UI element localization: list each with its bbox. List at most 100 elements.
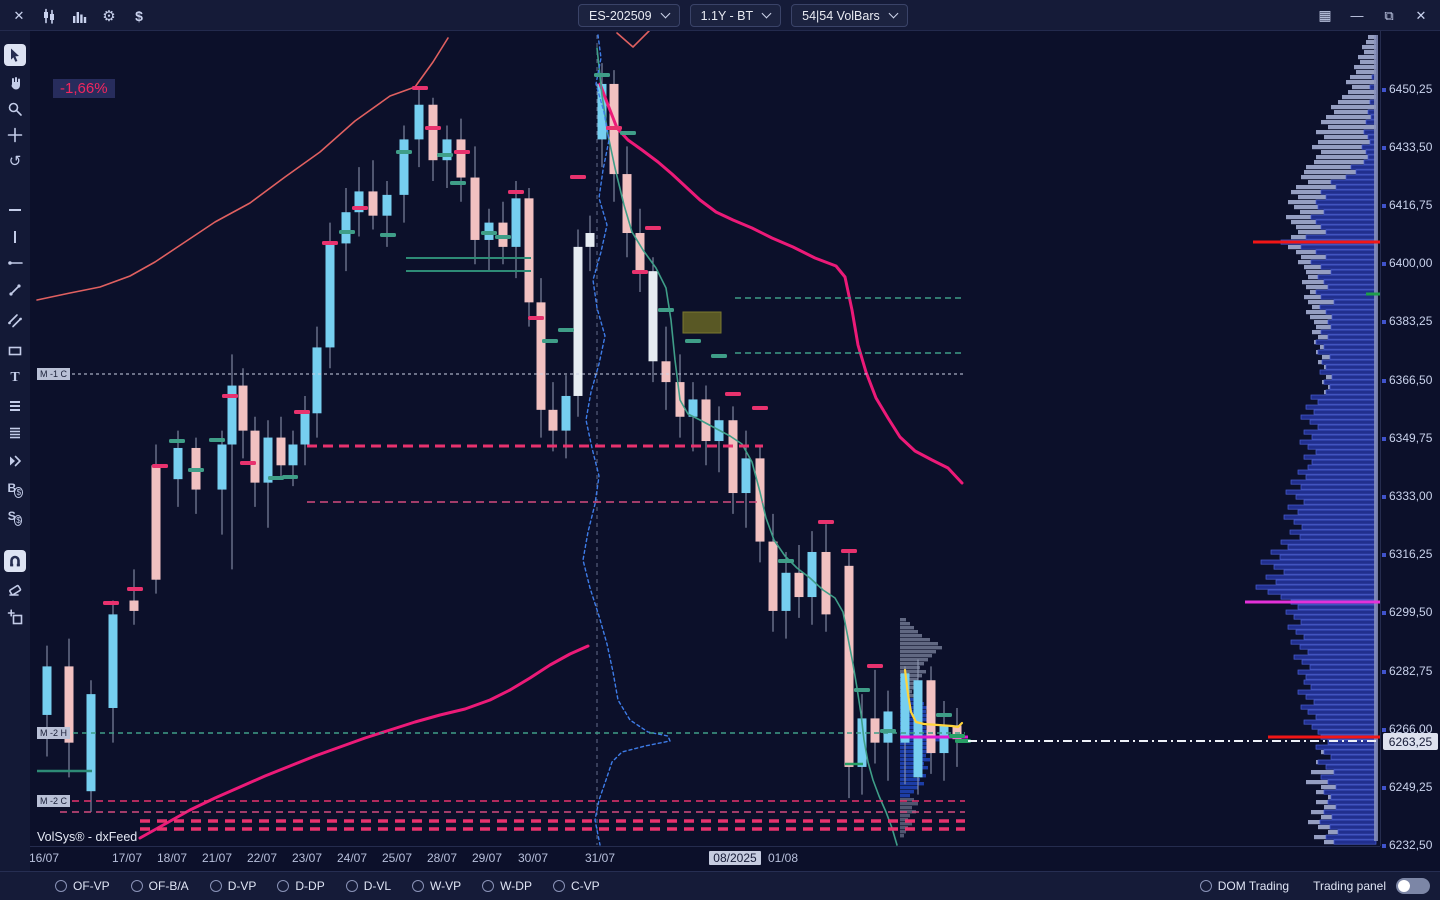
price-label: 6299,50 [1389, 605, 1433, 619]
price-tick [1382, 611, 1386, 615]
dom-trading-label: DOM Trading [1217, 879, 1290, 893]
radio-icon [130, 880, 143, 892]
mode-label: W-VP [430, 879, 462, 893]
eraser-tool-icon[interactable] [4, 578, 26, 600]
minimize-icon[interactable]: — [1350, 8, 1364, 23]
date-label: 28/07 [426, 851, 458, 865]
settings-icon[interactable]: ⚙ [102, 7, 116, 25]
date-label: 30/07 [517, 851, 549, 865]
mode-radio-d-dp[interactable]: D-DP [277, 879, 325, 893]
current-price-tag: 6263,25 [1383, 733, 1438, 750]
radio-icon [412, 880, 425, 892]
price-tick [1382, 786, 1386, 790]
date-label: 01/08 [767, 851, 799, 865]
price-label: 6400,00 [1389, 256, 1433, 270]
cursor-tool-icon[interactable] [4, 44, 26, 66]
trendline-tool-icon[interactable] [4, 279, 26, 301]
mode-radio-d-vp[interactable]: D-VP [209, 879, 257, 893]
chevron-down-icon [888, 8, 899, 19]
vline-tool-icon[interactable] [4, 226, 26, 248]
date-label: 21/07 [201, 851, 233, 865]
mode-label: D-DP [295, 879, 325, 893]
radio-icon [277, 880, 290, 892]
channel-tool-icon[interactable] [4, 309, 26, 331]
date-label: 31/07 [584, 851, 616, 865]
toggle-knob [1398, 880, 1410, 892]
price-label: 6282,75 [1389, 664, 1433, 678]
month-label-highlighted: 08/2025 [709, 851, 761, 865]
trading-panel-label: Trading panel [1313, 879, 1386, 893]
price-label: 6333,00 [1389, 489, 1433, 503]
volume-lines-tool-icon[interactable] [4, 422, 26, 444]
price-label: 6316,25 [1389, 547, 1433, 561]
mode-radio-of-vp[interactable]: OF-VP [55, 879, 110, 893]
mode-radio-of-b-a[interactable]: OF-B/A [130, 879, 189, 893]
hand-tool-icon[interactable] [4, 72, 26, 94]
date-label: 16/07 [30, 851, 60, 865]
price-tick [1382, 553, 1386, 557]
volume-bars-icon[interactable] [66, 4, 92, 28]
buy-order-tool-icon[interactable]: B $ [4, 478, 26, 500]
window-controls: ▦ — ⧉ ✕ [1312, 0, 1434, 31]
layout-icon[interactable]: ▦ [1318, 7, 1332, 23]
radio-icon [482, 880, 495, 892]
price-label: 6383,25 [1389, 314, 1433, 328]
crosshair-tool-icon[interactable] [4, 124, 26, 146]
dollar-icon[interactable]: $ [135, 7, 143, 24]
price-label: 6266,00 [1389, 722, 1433, 736]
trading-panel-toggle[interactable] [1396, 878, 1430, 894]
mode-label: W-DP [500, 879, 532, 893]
price-tick [1382, 495, 1386, 499]
level-label: M -1 C [37, 368, 70, 380]
price-tick [1382, 204, 1386, 208]
mode-label: OF-B/A [148, 879, 189, 893]
date-label: 24/07 [336, 851, 368, 865]
titlebar-dropdowns: ES-202509 1.1Y - BT 54|54 VolBars [578, 4, 908, 27]
bartype-dropdown[interactable]: 54|54 VolBars [791, 4, 908, 27]
price-axis[interactable]: 6450,25 6433,50 6416,75 6400,00 6383,25 6366,… [1380, 31, 1440, 852]
price-chart[interactable] [30, 31, 1380, 846]
restore-icon[interactable]: ⧉ [1384, 7, 1394, 23]
ray-tool-icon[interactable] [4, 252, 26, 274]
price-tick [1382, 262, 1386, 266]
text-tool-icon[interactable]: T [10, 370, 20, 385]
mode-radio-w-dp[interactable]: W-DP [482, 879, 532, 893]
rotate-tool-icon[interactable]: ↺ [8, 153, 22, 170]
mode-radio-c-vp[interactable]: C-VP [552, 879, 600, 893]
price-label: 6433,50 [1389, 140, 1433, 154]
close-panel-icon[interactable]: ✕ [13, 7, 25, 23]
close-window-icon[interactable]: ✕ [1415, 7, 1427, 23]
add-chart-tool-icon[interactable] [4, 606, 26, 628]
price-label: 6349,75 [1389, 431, 1433, 445]
mode-label: D-VP [227, 879, 257, 893]
price-label: 6416,75 [1389, 198, 1433, 212]
instrument-dropdown[interactable]: ES-202509 [578, 4, 680, 27]
price-tick [1382, 379, 1386, 383]
measure-lines-tool-icon[interactable] [4, 395, 26, 417]
timeframe-dropdown[interactable]: 1.1Y - BT [689, 4, 782, 27]
zoom-tool-icon[interactable] [4, 98, 26, 120]
time-axis[interactable]: 16/07 17/07 18/07 21/07 22/07 23/07 24/07 25/07… [30, 846, 1380, 871]
flag-tool-icon[interactable] [4, 450, 26, 472]
timeframe-label: 1.1Y - BT [700, 8, 754, 23]
bartype-label: 54|54 VolBars [802, 8, 880, 23]
mode-radio-w-vp[interactable]: W-VP [412, 879, 461, 893]
date-label: 17/07 [111, 851, 143, 865]
magnet-tool-icon[interactable] [4, 550, 26, 572]
titlebar-left-icons: ✕ ⚙ $ [6, 0, 152, 31]
candlestick-chart-icon[interactable] [36, 4, 62, 28]
chevron-down-icon [761, 8, 772, 19]
sell-order-tool-icon[interactable]: S $ [4, 506, 26, 528]
mode-radio-d-vl[interactable]: D-VL [345, 879, 391, 893]
date-label: 25/07 [381, 851, 413, 865]
rectangle-tool-icon[interactable] [4, 340, 26, 362]
chart-area[interactable]: -1,66% M -1 C M -2 H M -2 C VolSys® - dxFe… [30, 31, 1380, 846]
dom-trading-radio[interactable]: DOM Trading [1199, 879, 1290, 893]
watermark: VolSys® - dxFeed [37, 830, 138, 844]
price-tick [1382, 728, 1386, 732]
radio-icon [552, 880, 565, 892]
radio-icon [345, 880, 358, 892]
hline-tool-icon[interactable] [4, 199, 26, 221]
bottom-bar: OF-VP OF-B/A D-VP D-DP D-VL W-VP W-DP C-VP DOM … [0, 871, 1440, 900]
price-label: 6232,50 [1389, 838, 1433, 852]
